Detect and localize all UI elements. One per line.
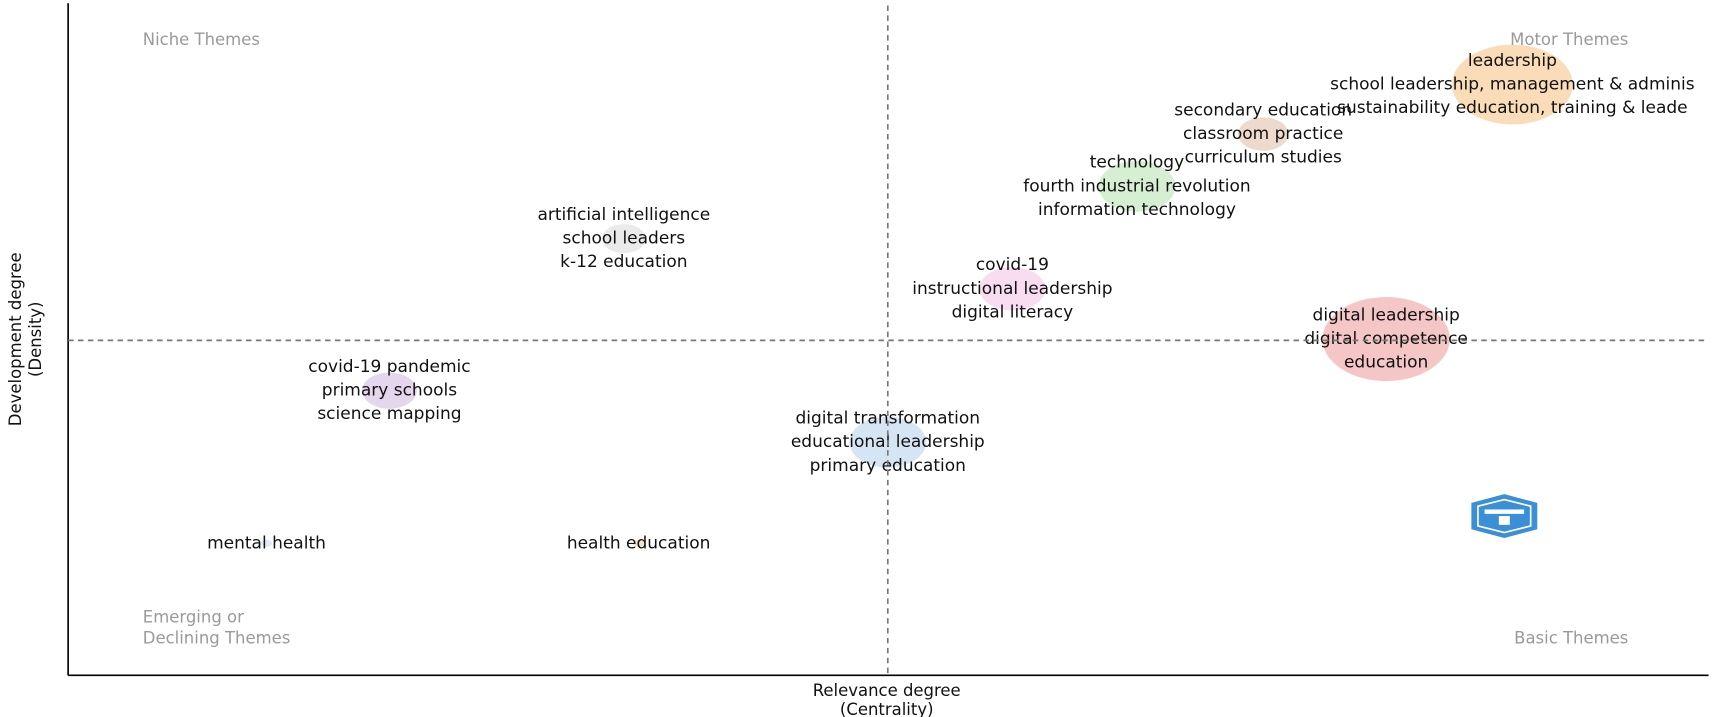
theme-label: fourth industrial revolution	[1023, 176, 1250, 196]
bubble-layer	[260, 44, 1573, 547]
bubble	[1451, 44, 1573, 125]
bubble	[260, 539, 272, 547]
bubble	[601, 224, 646, 254]
theme-label: covid-19 pandemic	[308, 357, 470, 377]
theme-label: covid-19	[976, 255, 1049, 275]
theme-label: curriculum studies	[1185, 148, 1342, 168]
theme-label: school leadership, management & adminis	[1330, 75, 1695, 95]
theme-label: technology	[1090, 153, 1184, 173]
bubble	[361, 372, 417, 409]
quadrant-label: Declining Themes	[143, 629, 291, 648]
bubble	[633, 539, 645, 547]
theme-label: school leaders	[563, 229, 686, 249]
theme-label: digital literacy	[952, 302, 1074, 322]
theme-label: k-12 education	[560, 252, 687, 272]
label-layer: leadership school leadership, management …	[207, 51, 1695, 553]
theme-label: secondary education	[1174, 100, 1352, 120]
theme-label: instructional leadership	[912, 279, 1112, 299]
theme-label: science mapping	[317, 404, 461, 424]
theme-label: digital leadership	[1313, 305, 1460, 325]
theme-label: classroom practice	[1183, 124, 1343, 144]
theme-label: primary education	[810, 456, 966, 476]
x-axis-title: (Centrality)	[840, 700, 934, 717]
theme-label: primary schools	[322, 381, 457, 401]
theme-label: sustainability education, training & lea…	[1337, 98, 1688, 118]
bubble	[1098, 160, 1176, 212]
theme-label: education	[1344, 353, 1428, 373]
quadrant-label: Emerging or	[143, 608, 244, 627]
theme-label: artificial intelligence	[537, 205, 710, 225]
bubble	[1237, 117, 1289, 151]
theme-label: mental health	[207, 533, 326, 553]
theme-label: information technology	[1038, 200, 1236, 220]
quadrant-label: Motor Themes	[1510, 30, 1628, 49]
logo-icon	[1471, 494, 1538, 539]
theme-label: health education	[567, 533, 711, 553]
y-axis-title: Development degree	[6, 252, 25, 426]
quadrant-label: Niche Themes	[143, 30, 260, 49]
y-axis-title: (Density)	[26, 302, 45, 377]
theme-label: digital transformation	[796, 409, 981, 429]
theme-label: leadership	[1468, 51, 1557, 71]
x-axis-title: Relevance degree	[813, 681, 961, 700]
bubble	[1322, 297, 1450, 382]
bubble	[979, 267, 1046, 311]
quadrant-label: Basic Themes	[1514, 629, 1628, 648]
theme-label: digital competence	[1304, 329, 1468, 349]
